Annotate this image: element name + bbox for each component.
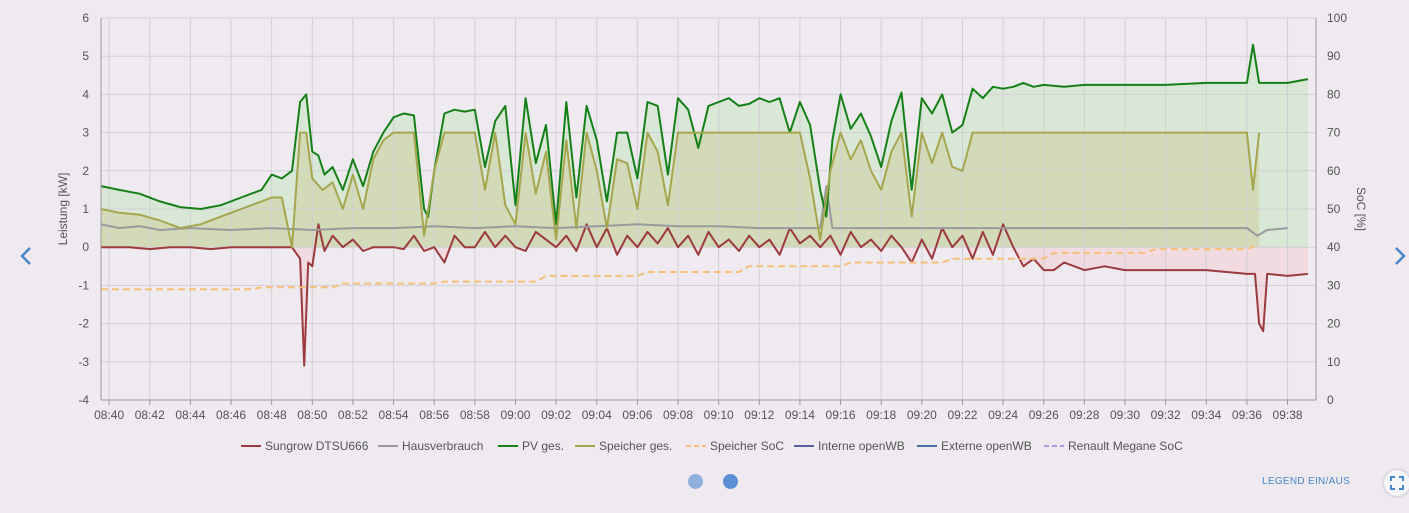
y2-tick-label: 30	[1327, 278, 1341, 292]
y-tick-label: -1	[78, 278, 89, 292]
y2-tick-label: 40	[1327, 240, 1341, 254]
y2-tick-label: 0	[1327, 393, 1334, 407]
x-tick-label: 09:38	[1273, 408, 1303, 422]
y-tick-label: -4	[78, 393, 89, 407]
legend-toggle-button[interactable]: LEGEND EIN/AUS	[1262, 476, 1351, 487]
chevron-left-icon	[20, 247, 31, 265]
legend-item[interactable]: Speicher SoC	[686, 439, 784, 453]
series-line-hausverbrauch	[100, 185, 1288, 237]
legend-label: Interne openWB	[818, 439, 905, 453]
x-tick-label: 08:42	[135, 408, 165, 422]
y2-tick-label: 20	[1327, 317, 1341, 331]
legend-label: Sungrow DTSU666	[265, 439, 369, 453]
x-tick-label: 09:16	[826, 408, 856, 422]
y-tick-label: 2	[82, 164, 89, 178]
series-lines	[100, 43, 1309, 367]
legend-item[interactable]: Hausverbrauch	[378, 439, 483, 453]
x-tick-label: 09:24	[988, 408, 1018, 422]
x-tick-label: 09:28	[1069, 408, 1099, 422]
y-tick-label: -3	[78, 355, 89, 369]
x-tick-label: 08:44	[175, 408, 205, 422]
legend-label: PV ges.	[522, 439, 564, 453]
legend-item[interactable]: Interne openWB	[794, 439, 905, 453]
y2-axis-label: SoC [%]	[1354, 187, 1368, 231]
legend-label: Hausverbrauch	[402, 439, 483, 453]
y-tick-label: 1	[82, 202, 89, 216]
next-chart-button[interactable]	[1388, 236, 1409, 276]
series-line-speicher-soc	[101, 244, 1258, 291]
x-tick-label: 08:54	[379, 408, 409, 422]
y2-tick-label: 60	[1327, 164, 1341, 178]
y2-tick-label: 90	[1327, 49, 1341, 63]
pager-dot-2[interactable]	[723, 474, 738, 489]
x-tick-label: 09:00	[500, 408, 530, 422]
x-tick-label: 09:06	[622, 408, 652, 422]
x-tick-label: 08:46	[216, 408, 246, 422]
y-axis-label: Leistung [kW]	[56, 173, 70, 246]
x-tick-label: 09:08	[663, 408, 693, 422]
x-tick-label: 09:18	[866, 408, 896, 422]
x-tick-label: 09:32	[1151, 408, 1181, 422]
y2-tick-label: 10	[1327, 355, 1341, 369]
series-area-speicher-ges	[101, 132, 1260, 248]
x-tick-label: 09:34	[1191, 408, 1221, 422]
y-tick-label: -2	[78, 317, 89, 331]
fullscreen-icon	[1390, 476, 1404, 490]
legend-label: Speicher SoC	[710, 439, 784, 453]
x-tick-label: 09:26	[1029, 408, 1059, 422]
x-tick-label: 09:20	[907, 408, 937, 422]
pager-dot-1[interactable]	[688, 474, 703, 489]
x-tick-label: 09:04	[582, 408, 612, 422]
y2-tick-label: 70	[1327, 126, 1341, 140]
x-tick-label: 09:22	[947, 408, 977, 422]
series-line-speicher-ges	[100, 131, 1261, 249]
legend-item[interactable]: PV ges.	[498, 439, 564, 453]
legend-label: Externe openWB	[941, 439, 1032, 453]
chevron-right-icon	[1395, 247, 1406, 265]
x-tick-label: 09:36	[1232, 408, 1262, 422]
legend-item[interactable]: Sungrow DTSU666	[241, 439, 369, 453]
x-tick-label: 08:56	[419, 408, 449, 422]
x-tick-label: 09:12	[744, 408, 774, 422]
y-tick-label: 4	[82, 87, 89, 101]
fullscreen-button[interactable]	[1384, 470, 1409, 496]
x-tick-label: 08:40	[94, 408, 124, 422]
x-tick-label: 08:48	[257, 408, 287, 422]
y2-tick-label: 100	[1327, 11, 1347, 25]
x-tick-label: 09:10	[704, 408, 734, 422]
chart-legend: Sungrow DTSU666 Hausverbrauch PV ges. Speic…	[241, 439, 1183, 453]
x-tick-label: 08:50	[297, 408, 327, 422]
y2-tick-label: 80	[1327, 87, 1341, 101]
x-tick-label: 09:02	[541, 408, 571, 422]
series-line-pv-ges	[100, 43, 1309, 226]
y-tick-label: 0	[82, 240, 89, 254]
legend-label: Speicher ges.	[599, 439, 672, 453]
legend-label: Renault Megane SoC	[1068, 439, 1183, 453]
x-tick-label: 08:58	[460, 408, 490, 422]
prev-chart-button[interactable]	[14, 236, 38, 276]
y-tick-label: 5	[82, 49, 89, 63]
y-tick-label: 3	[82, 126, 89, 140]
chart-axes: Leistung [kW] SoC [%] -4-3-2-10123456010…	[56, 11, 1368, 422]
x-tick-label: 08:52	[338, 408, 368, 422]
legend-item[interactable]: Renault Megane SoC	[1044, 439, 1183, 453]
x-tick-label: 09:30	[1110, 408, 1140, 422]
legend-item[interactable]: Speicher ges.	[575, 439, 672, 453]
y2-tick-label: 50	[1327, 202, 1341, 216]
x-tick-label: 09:14	[785, 408, 815, 422]
legend-item[interactable]: Externe openWB	[917, 439, 1032, 453]
y-tick-label: 6	[82, 11, 89, 25]
series-line-sungrow-dtsu666	[101, 223, 1308, 367]
